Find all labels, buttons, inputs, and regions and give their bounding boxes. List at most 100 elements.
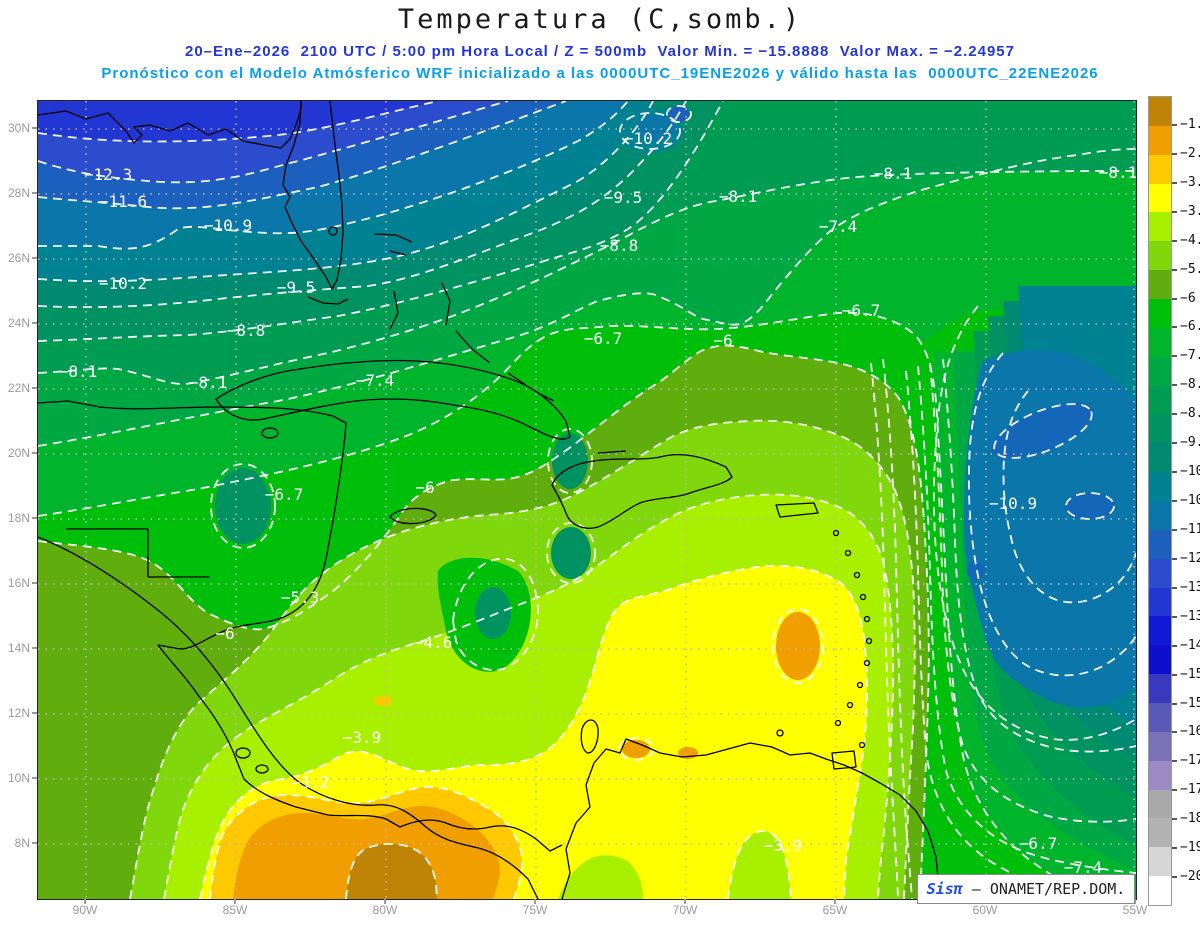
colorbar-cell <box>1149 587 1171 617</box>
contour-lines <box>38 101 1136 899</box>
lon-axis-tick <box>1134 899 1136 904</box>
map-canvas: −12.3 −11.6 −10.9 −10.2 −9.5 −8.8 −8.1 −8.1 −7.4… <box>37 100 1137 900</box>
colorbar-tick <box>1172 181 1177 184</box>
colorbar-tick <box>1172 615 1177 618</box>
colorbar-tick <box>1172 239 1177 242</box>
colorbar-label: −13 <box>1180 579 1200 595</box>
colorbar-tick <box>1172 355 1177 358</box>
lon-axis-label: 90W <box>72 903 98 917</box>
watermark-text: – ONAMET/REP.DOM. <box>962 880 1126 898</box>
contour-value-label: −10.2 <box>624 129 672 148</box>
lat-axis-label: 28N <box>7 186 30 200</box>
contour-value-label: −8.1 <box>719 187 758 206</box>
contour-value-label: −6.7 <box>1019 834 1058 853</box>
colorbar-tick <box>1172 326 1177 329</box>
colorbar-cell <box>1149 876 1171 906</box>
colorbar-tick <box>1172 644 1177 647</box>
lon-axis-label: 75W <box>522 903 548 917</box>
colorbar-cell <box>1149 472 1171 502</box>
lat-axis-tick <box>32 582 37 584</box>
colorbar-label: −18.6 <box>1180 811 1200 827</box>
contour-labels: −12.3 −11.6 −10.9 −10.2 −9.5 −8.8 −8.1 −8.1 −7.4… <box>59 129 1136 877</box>
contour-value-label: −6.7 <box>584 329 623 348</box>
colorbar-cell <box>1149 154 1171 184</box>
colorbar-label: −15.1 <box>1180 666 1200 682</box>
contour-value-label: −8.8 <box>600 236 639 255</box>
colorbar-tick <box>1172 673 1177 676</box>
colorbar-cell <box>1149 270 1171 300</box>
lat-axis-label: 8N <box>14 836 30 850</box>
colorbar-tick <box>1172 268 1177 271</box>
lat-axis-label: 18N <box>7 511 30 525</box>
contour-value-label: −9.5 <box>277 278 316 297</box>
colorbar-cell <box>1149 212 1171 242</box>
colorbar <box>1148 96 1172 906</box>
subtitle-model-info: Pronóstico con el Modelo Atmósferico WRF… <box>101 65 1099 82</box>
coastlines <box>38 101 941 899</box>
contour-value-label: −8.1 <box>189 373 228 392</box>
colorbar-cell <box>1149 674 1171 704</box>
lat-axis-tick <box>32 647 37 649</box>
lat-axis-tick <box>32 387 37 389</box>
grid-lines <box>38 101 1136 899</box>
colorbar-tick <box>1172 123 1177 126</box>
colorbar-cell <box>1149 529 1171 559</box>
colorbar-cell <box>1149 356 1171 386</box>
contour-value-label: −7.4 <box>356 371 395 390</box>
lon-axis-tick <box>384 899 386 904</box>
lat-axis-label: 10N <box>7 771 30 785</box>
colorbar-cell <box>1149 183 1171 213</box>
colorbar-label: −8.8 <box>1180 406 1200 422</box>
contour-value-label: −9.5 <box>604 188 643 207</box>
temperature-shading <box>38 101 1136 899</box>
colorbar-label: −19.3 <box>1180 840 1200 856</box>
contour-value-label: −6.7 <box>265 485 304 504</box>
colorbar-tick <box>1172 500 1177 502</box>
contour-value-label: −3.9 <box>343 728 382 747</box>
colorbar-label: −6 <box>1180 290 1196 306</box>
lat-axis-label: 24N <box>7 316 30 330</box>
lat-axis-label: 20N <box>7 446 30 460</box>
lon-axis-tick <box>684 899 686 904</box>
colorbar-label: −4.6 <box>1180 232 1200 248</box>
lat-axis-tick <box>32 127 37 129</box>
colorbar-label: −11.6 <box>1180 521 1200 537</box>
colorbar-label: −6.7 <box>1180 319 1200 335</box>
colorbar-label: −17.2 <box>1180 753 1200 769</box>
lon-axis-tick <box>834 899 836 904</box>
colorbar-cell <box>1149 847 1171 877</box>
colorbar-cell <box>1149 558 1171 588</box>
lat-axis-label: 16N <box>7 576 30 590</box>
colorbar-tick <box>1172 442 1177 445</box>
contour-value-label: −6 <box>215 624 234 643</box>
lat-axis-label: 22N <box>7 381 30 395</box>
lat-axis-tick <box>32 452 37 454</box>
colorbar-tick <box>1172 876 1177 879</box>
colorbar-cell <box>1149 443 1171 473</box>
colorbar-tick <box>1172 731 1177 734</box>
lon-axis-label: 70W <box>672 903 698 917</box>
lat-axis-label: 12N <box>7 706 30 720</box>
lat-axis-label: 14N <box>7 641 30 655</box>
colorbar-cell <box>1149 327 1171 357</box>
lat-axis-label: 30N <box>7 121 30 135</box>
lon-axis-tick <box>534 899 536 904</box>
colorbar-cell <box>1149 645 1171 675</box>
contour-value-label: −8.1 <box>59 362 98 381</box>
colorbar-cell <box>1149 299 1171 328</box>
lon-axis-label: 80W <box>372 903 398 917</box>
colorbar-label: −16.5 <box>1180 724 1200 740</box>
contour-value-label: −11.6 <box>99 192 147 211</box>
colorbar-label: −20 <box>1180 869 1200 885</box>
colorbar-cell <box>1149 731 1171 761</box>
colorbar-tick <box>1172 528 1177 531</box>
colorbar-cell <box>1149 241 1171 271</box>
lat-axis-tick <box>32 322 37 324</box>
colorbar-cell <box>1149 125 1171 155</box>
lat-axis-tick <box>32 517 37 519</box>
colorbar-tick <box>1172 789 1177 792</box>
colorbar-tick <box>1172 384 1177 387</box>
colorbar-tick <box>1172 557 1177 560</box>
contour-value-label: −7.4 <box>819 217 858 236</box>
